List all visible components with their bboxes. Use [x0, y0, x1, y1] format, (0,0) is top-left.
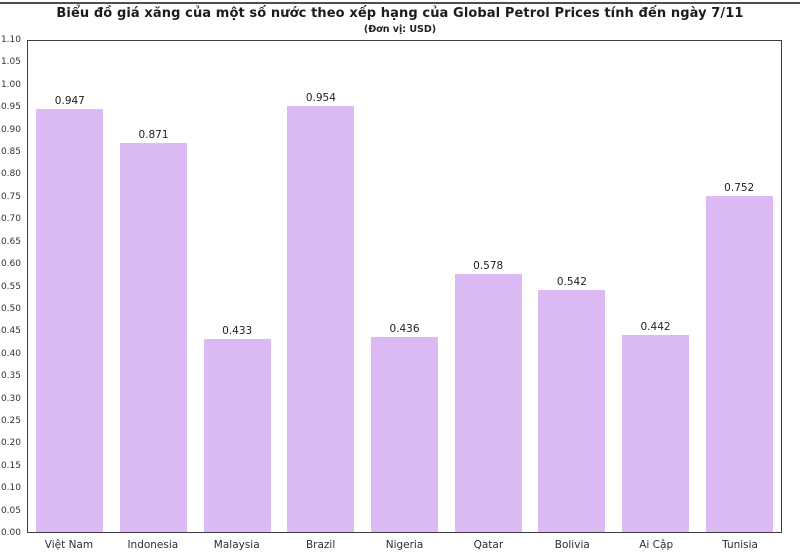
y-tick-label: 0.30 — [0, 393, 21, 404]
x-category-label: Ai Cập — [639, 539, 674, 551]
y-tick-label: 0.45 — [0, 326, 21, 337]
plot-area: 0.947 0.871 0.433 0.954 0.436 0.578 0.542 0.442… — [27, 40, 782, 533]
bar-slot: 0.954 — [279, 41, 363, 532]
bar-slot: 0.871 — [112, 41, 196, 532]
x-category-label: Brazil — [305, 539, 336, 551]
y-tick-label: 0.35 — [0, 371, 21, 382]
y-tick-label: 0.95 — [0, 102, 21, 113]
bar-value-label: 0.954 — [305, 92, 336, 105]
y-tick-label: 0.00 — [0, 528, 21, 538]
x-axis: Việt Nam Indonesia Malaysia Brazil Nigeria Qa… — [27, 534, 782, 551]
y-tick-label: 1.05 — [0, 57, 21, 68]
bar-value-label: 0.871 — [138, 129, 169, 142]
y-tick-label: 0.70 — [0, 214, 21, 225]
bar-value-label: 0.542 — [556, 276, 587, 289]
bar — [705, 196, 773, 532]
y-tick-label: 0.75 — [0, 191, 21, 202]
y-tick-label: 0.90 — [0, 124, 21, 135]
bar-slot: 0.947 — [28, 41, 112, 532]
bar-slot: 0.542 — [530, 41, 614, 532]
chart-title: Biểu đồ giá xăng của một số nước theo xế… — [56, 6, 744, 21]
y-tick-label: 0.65 — [0, 236, 21, 247]
y-tick-label: 0.60 — [0, 259, 21, 270]
chart-subtitle: (Đơn vị: USD) — [363, 24, 437, 35]
y-tick-label: 0.05 — [0, 505, 21, 516]
x-category-label: Việt Nam — [44, 539, 94, 551]
bar — [371, 337, 438, 532]
bar-value-label: 0.578 — [473, 260, 504, 273]
bar — [454, 274, 522, 532]
y-tick-label: 0.85 — [0, 147, 21, 158]
bar — [203, 338, 271, 532]
bar-slot: 0.442 — [614, 41, 698, 532]
bar — [538, 290, 606, 532]
y-tick-label: 0.50 — [0, 303, 21, 314]
y-tick-label: 0.10 — [0, 483, 21, 494]
x-category-label: Qatar — [473, 539, 504, 551]
bar-slot: 0.433 — [195, 41, 279, 532]
bar-value-label: 0.442 — [640, 320, 671, 333]
bar-value-label: 0.433 — [222, 324, 253, 337]
bar-value-label: 0.947 — [54, 95, 85, 108]
x-category-label: Bolivia — [554, 539, 590, 551]
y-tick-label: 1.00 — [0, 79, 21, 90]
top-rule — [0, 2, 800, 4]
x-category-label: Tunisia — [722, 539, 758, 551]
bar — [622, 334, 689, 532]
bar — [287, 106, 355, 532]
y-tick-label: 0.55 — [0, 281, 21, 292]
bar — [120, 143, 187, 532]
bars-container: 0.947 0.871 0.433 0.954 0.436 0.578 0.542 0.442… — [28, 41, 781, 532]
y-tick-label: 1.10 — [0, 35, 21, 45]
y-tick-label: 0.40 — [0, 348, 21, 359]
y-axis: 0.00 0.05 0.10 0.15 0.20 0.25 0.30 0.35 0.40 0.45… — [0, 35, 23, 538]
bar-slot: 0.752 — [697, 41, 781, 532]
y-tick-label: 0.15 — [0, 460, 21, 471]
bar-value-label: 0.752 — [724, 182, 755, 195]
y-tick-label: 0.80 — [0, 169, 21, 180]
x-category-label: Indonesia — [127, 539, 179, 551]
x-category-label: Malaysia — [213, 539, 260, 551]
x-category-label: Nigeria — [385, 539, 424, 551]
y-tick-label: 0.20 — [0, 438, 21, 449]
bar-slot: 0.436 — [363, 41, 447, 532]
bar-value-label: 0.436 — [389, 323, 420, 336]
bar — [36, 109, 104, 532]
y-tick-label: 0.25 — [0, 415, 21, 426]
bar-slot: 0.578 — [446, 41, 530, 532]
